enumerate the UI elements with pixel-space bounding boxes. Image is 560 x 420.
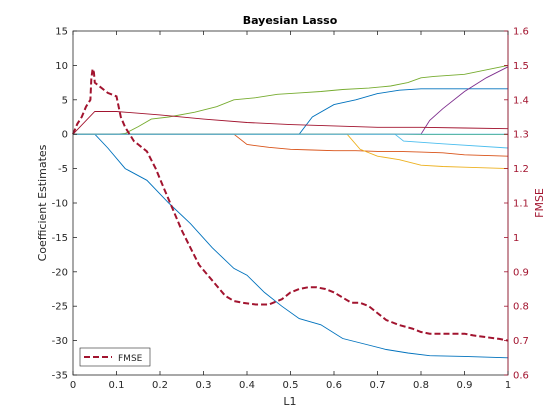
right-tick-label: 1 (513, 233, 519, 244)
coefficient-line-8 (72, 111, 509, 135)
right-tick-label: 1.5 (513, 61, 529, 72)
right-tick-label: 0.6 (513, 371, 529, 382)
x-tick-label: 0.2 (152, 380, 168, 391)
left-tick-label: -30 (52, 336, 68, 347)
right-tick-label: 0.9 (513, 267, 529, 278)
left-tick-label: -15 (52, 233, 68, 244)
left-tick-label: -20 (52, 267, 68, 278)
right-tick-label: 1.4 (513, 95, 529, 106)
chart-title: Bayesian Lasso (243, 14, 338, 27)
x-tick-label: 1 (505, 380, 511, 391)
x-tick-label: 0.8 (413, 380, 429, 391)
coefficient-line-2 (73, 64, 509, 135)
left-tick-label: -25 (52, 302, 68, 313)
right-tick-label: 1.1 (513, 199, 529, 210)
legend-box (79, 347, 151, 367)
left-tick-label: 10 (55, 61, 68, 72)
coefficient-lines (72, 64, 509, 359)
left-tick-label: 5 (62, 95, 68, 106)
right-tick-label: 1.3 (513, 130, 529, 141)
x-tick-label: 0.3 (196, 380, 212, 391)
coefficient-line-1 (73, 133, 509, 359)
x-tick-label: 0.9 (457, 380, 473, 391)
x-tick-label: 0 (70, 380, 76, 391)
right-axis-label: FMSE (533, 188, 546, 218)
left-tick-label: 15 (55, 27, 68, 38)
right-tick-label: 0.7 (513, 336, 529, 347)
x-tick-label: 0.4 (239, 380, 255, 391)
right-tick-label: 1.6 (513, 27, 529, 38)
plot-background (73, 31, 508, 375)
left-axis-ticks: 15 10 5 0 -5 -10 -15 -20 -25 -30 -35 (52, 27, 77, 382)
x-tick-label: 0.7 (370, 380, 386, 391)
left-tick-label: -5 (58, 164, 68, 175)
left-tick-label: 0 (62, 130, 68, 141)
x-axis-label: L1 (283, 395, 296, 408)
legend: FMSE (79, 347, 151, 367)
x-axis-ticks: 0 0.1 0.2 0.3 0.4 0.5 0.6 0.7 0.8 0.9 1 (70, 31, 511, 391)
right-axis-ticks: 1.6 1.5 1.4 1.3 1.2 1.1 1 0.9 0.8 0.7 0.6 (504, 27, 529, 382)
x-tick-label: 0.1 (109, 380, 125, 391)
x-tick-label: 0.6 (326, 380, 342, 391)
fmse-line-group (72, 68, 509, 342)
coefficient-line-4 (73, 133, 509, 157)
left-tick-label: -35 (52, 371, 68, 382)
right-tick-label: 1.2 (513, 164, 529, 175)
legend-label-fmse: FMSE (118, 354, 143, 364)
coefficient-line-5 (73, 133, 509, 170)
left-axis-label: Coefficient Estimates (36, 144, 49, 261)
coefficient-line-6 (73, 88, 508, 135)
x-tick-label: 0.5 (283, 380, 299, 391)
right-tick-label: 0.8 (513, 302, 529, 313)
fmse-line (72, 68, 509, 342)
left-tick-label: -10 (52, 199, 68, 210)
